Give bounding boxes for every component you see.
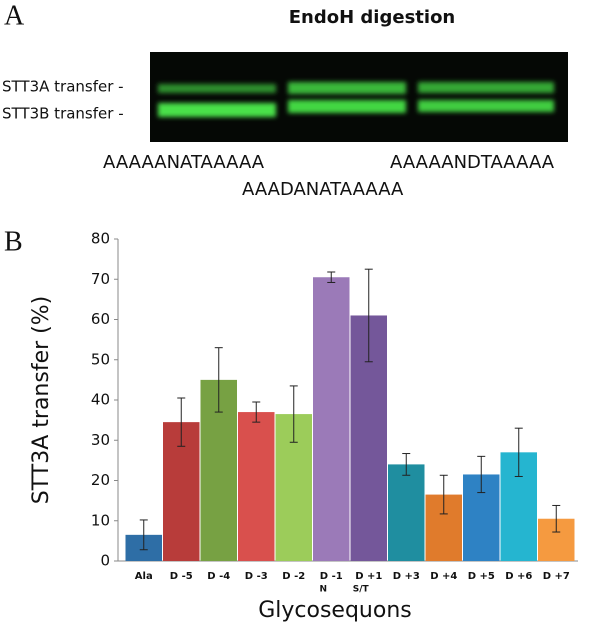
x-tick-label: D -2: [282, 571, 305, 582]
error-bar: [139, 519, 148, 551]
error-bar: [177, 397, 186, 447]
bar: [313, 277, 350, 561]
lane-label: AAAAANDTAAAAA: [390, 152, 555, 173]
y-tick-label: 20: [91, 471, 110, 489]
y-tick-label: 70: [91, 270, 110, 288]
x-sublabel: S/T: [353, 585, 370, 595]
bar: [388, 464, 425, 561]
error-bar: [214, 347, 223, 413]
x-tick-label: D +7: [543, 571, 570, 582]
x-axis-label: Glycosequons: [258, 598, 412, 623]
error-bar: [514, 427, 523, 477]
x-tick-label: D +3: [393, 571, 420, 582]
x-tick-label: D -1: [320, 571, 343, 582]
error-bar: [402, 453, 411, 476]
lane-label: AAAAANATAAAAA: [103, 152, 265, 173]
lane-label: AAADANATAAAAA: [242, 179, 404, 200]
y-tick-label: 50: [91, 350, 110, 368]
error-bar: [364, 268, 373, 363]
y-tick-label: 30: [91, 431, 110, 449]
y-tick-label: 0: [100, 552, 110, 570]
band-label: STT3B transfer -: [2, 105, 124, 123]
error-bar: [477, 455, 486, 494]
x-tick-label: Ala: [135, 571, 153, 582]
panel-label: A: [4, 0, 25, 31]
x-tick-label: D +6: [505, 571, 532, 582]
y-tick-label: 10: [91, 511, 110, 529]
error-bar: [552, 504, 561, 533]
error-bar: [289, 385, 298, 443]
y-axis-label: STT3A transfer (%): [29, 296, 54, 504]
error-bar: [439, 474, 448, 515]
x-tick-label: D -5: [170, 571, 193, 582]
panel-label: B: [4, 226, 23, 257]
x-tick-label: D +4: [430, 571, 457, 582]
x-tick-label: D +1: [355, 571, 382, 582]
gel-bands: [158, 82, 554, 117]
x-sublabel: N: [319, 585, 327, 595]
x-tick-label: D -3: [245, 571, 268, 582]
y-tick-label: 40: [91, 391, 110, 409]
y-tick-label: 80: [91, 230, 110, 248]
x-tick-label: D +5: [468, 571, 495, 582]
error-bar: [327, 271, 336, 283]
band-label: STT3A transfer -: [2, 78, 124, 96]
panel-title: EndoH digestion: [289, 7, 456, 28]
x-tick-label: D -4: [207, 571, 230, 582]
bar: [238, 412, 275, 561]
y-tick-label: 60: [91, 310, 110, 328]
gel: [150, 52, 568, 142]
error-bar: [252, 401, 261, 423]
